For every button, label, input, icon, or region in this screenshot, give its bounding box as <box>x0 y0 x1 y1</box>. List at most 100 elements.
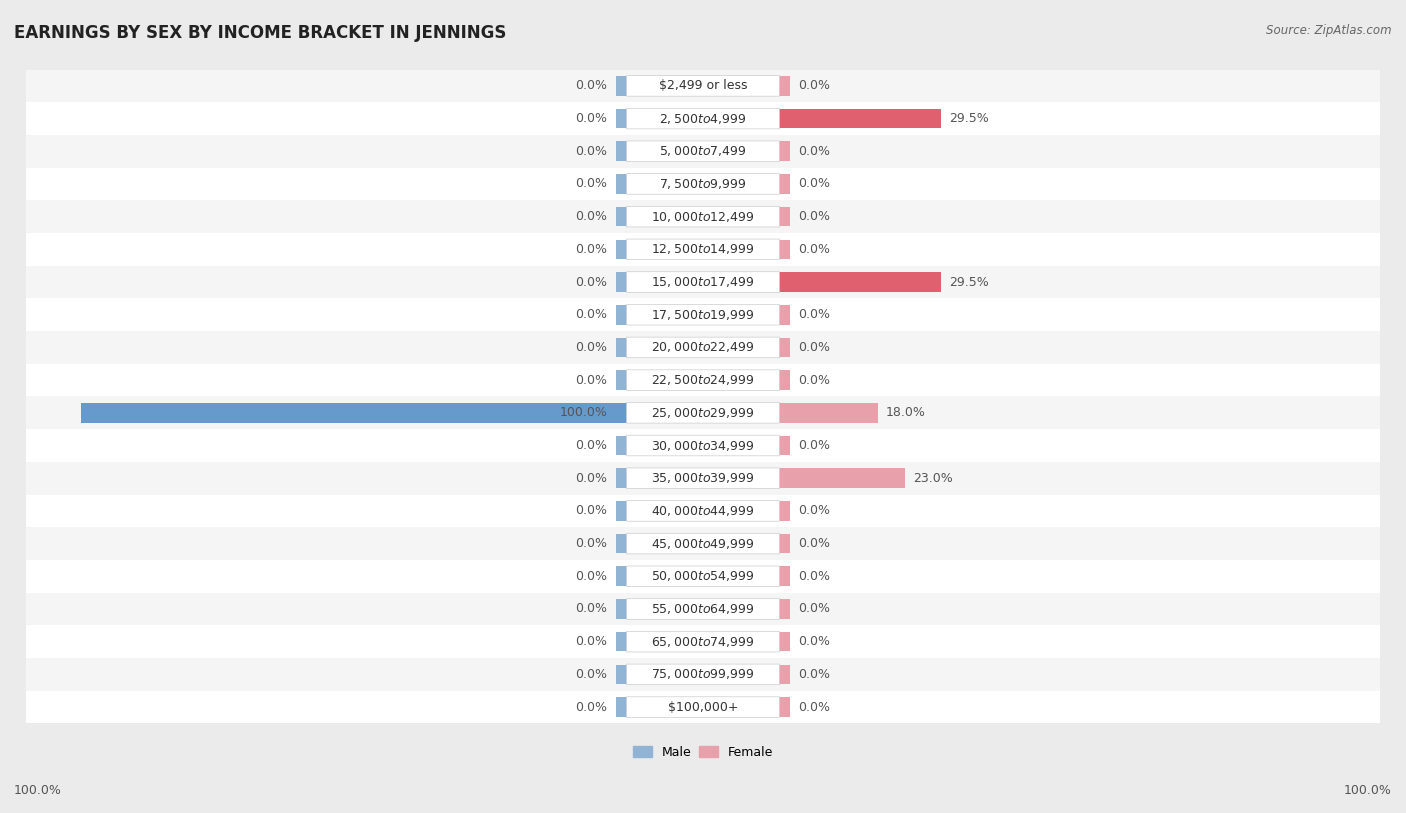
FancyBboxPatch shape <box>627 435 779 456</box>
Text: 0.0%: 0.0% <box>575 668 607 680</box>
Text: 0.0%: 0.0% <box>575 504 607 517</box>
Bar <box>25 658 1381 691</box>
Text: 0.0%: 0.0% <box>799 439 831 452</box>
Text: 0.0%: 0.0% <box>575 177 607 190</box>
Bar <box>616 567 627 586</box>
Bar <box>616 207 627 227</box>
Text: 0.0%: 0.0% <box>799 210 831 223</box>
FancyBboxPatch shape <box>627 272 779 293</box>
Bar <box>779 534 790 554</box>
FancyBboxPatch shape <box>627 598 779 620</box>
Text: $30,000 to $34,999: $30,000 to $34,999 <box>651 438 755 453</box>
Text: 0.0%: 0.0% <box>575 276 607 289</box>
Bar <box>616 436 627 455</box>
FancyBboxPatch shape <box>627 402 779 423</box>
Bar <box>616 599 627 619</box>
Text: 0.0%: 0.0% <box>799 341 831 354</box>
Bar <box>616 664 627 685</box>
Text: 0.0%: 0.0% <box>575 602 607 615</box>
FancyBboxPatch shape <box>627 632 779 652</box>
Bar <box>25 593 1381 625</box>
Text: $12,500 to $14,999: $12,500 to $14,999 <box>651 242 755 256</box>
Text: 0.0%: 0.0% <box>799 701 831 714</box>
Bar <box>25 135 1381 167</box>
Text: $7,500 to $9,999: $7,500 to $9,999 <box>659 177 747 191</box>
Bar <box>779 76 790 96</box>
FancyBboxPatch shape <box>627 370 779 390</box>
Text: $10,000 to $12,499: $10,000 to $12,499 <box>651 210 755 224</box>
Text: $20,000 to $22,499: $20,000 to $22,499 <box>651 341 755 354</box>
FancyBboxPatch shape <box>627 697 779 717</box>
Bar <box>25 625 1381 658</box>
Bar <box>779 698 790 717</box>
Bar <box>616 534 627 554</box>
Text: 0.0%: 0.0% <box>575 145 607 158</box>
Bar <box>616 698 627 717</box>
FancyBboxPatch shape <box>627 239 779 259</box>
Text: 18.0%: 18.0% <box>886 406 925 420</box>
Bar <box>616 632 627 651</box>
FancyBboxPatch shape <box>627 566 779 587</box>
Text: 0.0%: 0.0% <box>575 112 607 125</box>
Text: 0.0%: 0.0% <box>799 570 831 583</box>
Text: 0.0%: 0.0% <box>799 602 831 615</box>
Bar <box>779 403 877 423</box>
Text: $17,500 to $19,999: $17,500 to $19,999 <box>651 308 755 322</box>
Bar <box>25 200 1381 233</box>
Text: 0.0%: 0.0% <box>575 701 607 714</box>
Bar <box>616 272 627 292</box>
Bar <box>779 664 790 685</box>
Bar <box>779 240 790 259</box>
FancyBboxPatch shape <box>627 533 779 554</box>
Text: 0.0%: 0.0% <box>575 537 607 550</box>
Bar <box>616 240 627 259</box>
Text: $2,499 or less: $2,499 or less <box>659 80 747 93</box>
Bar <box>25 167 1381 200</box>
FancyBboxPatch shape <box>627 501 779 521</box>
Text: $40,000 to $44,999: $40,000 to $44,999 <box>651 504 755 518</box>
Text: 29.5%: 29.5% <box>949 112 988 125</box>
Text: 29.5%: 29.5% <box>949 276 988 289</box>
Bar <box>25 298 1381 331</box>
Bar <box>616 141 627 161</box>
Bar <box>779 141 790 161</box>
FancyBboxPatch shape <box>627 337 779 358</box>
Bar <box>25 429 1381 462</box>
Bar <box>25 363 1381 397</box>
Text: $2,500 to $4,999: $2,500 to $4,999 <box>659 111 747 125</box>
Text: 0.0%: 0.0% <box>799 635 831 648</box>
Bar <box>25 233 1381 266</box>
Text: 0.0%: 0.0% <box>575 308 607 321</box>
Bar <box>779 370 790 390</box>
Text: 0.0%: 0.0% <box>799 145 831 158</box>
Text: 0.0%: 0.0% <box>575 341 607 354</box>
Bar <box>616 468 627 488</box>
Text: $5,000 to $7,499: $5,000 to $7,499 <box>659 144 747 159</box>
Bar <box>616 337 627 357</box>
Bar <box>25 397 1381 429</box>
Bar <box>25 266 1381 298</box>
Bar <box>779 468 905 488</box>
Text: $50,000 to $54,999: $50,000 to $54,999 <box>651 569 755 583</box>
Bar <box>25 70 1381 102</box>
Bar <box>779 305 790 324</box>
Text: 100.0%: 100.0% <box>14 784 62 797</box>
Bar <box>25 560 1381 593</box>
Text: $100,000+: $100,000+ <box>668 701 738 714</box>
Text: 0.0%: 0.0% <box>799 537 831 550</box>
Text: 0.0%: 0.0% <box>575 80 607 93</box>
Text: $55,000 to $64,999: $55,000 to $64,999 <box>651 602 755 616</box>
Text: 0.0%: 0.0% <box>799 177 831 190</box>
Bar <box>25 102 1381 135</box>
Text: 0.0%: 0.0% <box>799 504 831 517</box>
Bar <box>616 174 627 193</box>
Text: 0.0%: 0.0% <box>575 472 607 485</box>
Bar <box>779 436 790 455</box>
Bar <box>616 501 627 520</box>
Text: $45,000 to $49,999: $45,000 to $49,999 <box>651 537 755 550</box>
Text: 100.0%: 100.0% <box>560 406 607 420</box>
FancyBboxPatch shape <box>627 174 779 194</box>
FancyBboxPatch shape <box>627 76 779 96</box>
Text: 0.0%: 0.0% <box>799 80 831 93</box>
Text: Source: ZipAtlas.com: Source: ZipAtlas.com <box>1267 24 1392 37</box>
